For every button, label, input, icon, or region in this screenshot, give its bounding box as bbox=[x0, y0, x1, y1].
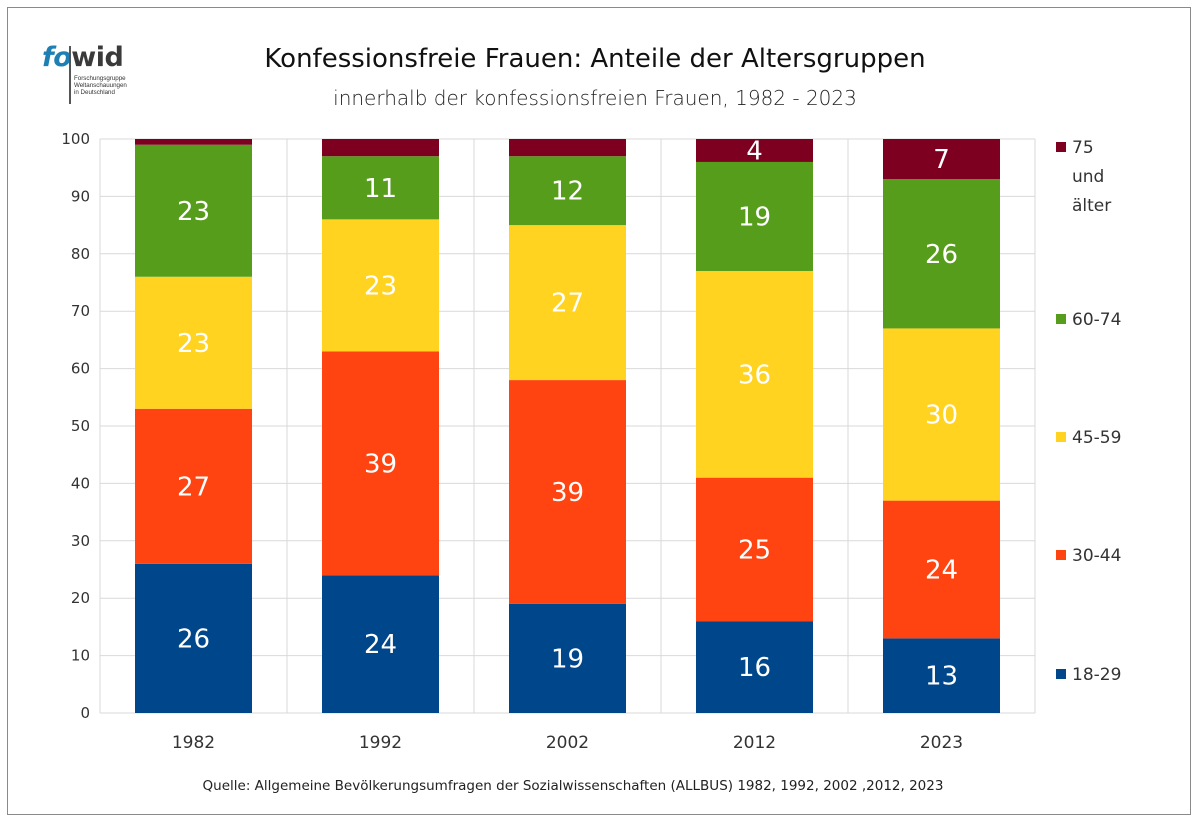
y-tick-label: 20 bbox=[71, 589, 90, 607]
bar-segment bbox=[135, 276, 252, 409]
legend-swatch bbox=[1056, 314, 1066, 324]
bar-segment bbox=[696, 161, 813, 272]
logo-line-3: in Deutschland bbox=[74, 89, 115, 96]
bar-segment bbox=[322, 219, 439, 352]
y-tick-label: 100 bbox=[61, 130, 90, 148]
bar-segment bbox=[135, 144, 252, 277]
bar-segment bbox=[135, 563, 252, 713]
legend-swatch bbox=[1056, 432, 1066, 442]
data-label: 4 bbox=[746, 136, 763, 166]
data-label: 19 bbox=[738, 202, 771, 232]
data-label: 7 bbox=[933, 145, 950, 175]
legend-label: 30-44 bbox=[1072, 546, 1121, 566]
data-label: 12 bbox=[551, 177, 584, 207]
data-label: 36 bbox=[738, 360, 771, 390]
logo-subtitle: Forschungsgruppe Weltanschauungen in Deu… bbox=[74, 75, 127, 96]
chart-subtitle: innerhalb der konfessionsfreien Frauen, … bbox=[333, 86, 857, 110]
logo-wordmark: fowid bbox=[42, 44, 162, 71]
legend-swatch bbox=[1056, 550, 1066, 560]
bar-segment bbox=[322, 351, 439, 576]
bar-segment bbox=[883, 139, 1000, 180]
data-label: 11 bbox=[364, 174, 397, 204]
y-tick-label: 10 bbox=[71, 647, 90, 665]
y-tick-label: 50 bbox=[71, 417, 90, 435]
data-label: 26 bbox=[925, 240, 958, 270]
bar-segment bbox=[135, 408, 252, 564]
legend-swatch bbox=[1056, 669, 1066, 679]
data-label: 24 bbox=[925, 556, 958, 586]
x-tick-label: 2002 bbox=[546, 733, 589, 753]
data-label: 25 bbox=[738, 535, 771, 565]
legend-label: und bbox=[1072, 167, 1104, 187]
legend-label: 45-59 bbox=[1072, 428, 1121, 448]
bar-segment bbox=[509, 139, 626, 157]
bar-segment bbox=[696, 477, 813, 622]
chart-title: Konfessionsfreie Frauen: Anteile der Alt… bbox=[264, 44, 926, 74]
x-tick-label: 1992 bbox=[359, 733, 402, 753]
x-tick-label: 2012 bbox=[733, 733, 776, 753]
legend-label: 75 bbox=[1072, 138, 1094, 158]
bar-segment bbox=[322, 575, 439, 713]
bar-segment bbox=[509, 603, 626, 713]
data-label: 26 bbox=[177, 624, 210, 654]
logo-fo: fo bbox=[42, 42, 72, 73]
bar-segment bbox=[696, 271, 813, 478]
bar-segment bbox=[322, 139, 439, 157]
legend-label: 18-29 bbox=[1072, 665, 1121, 685]
data-label: 30 bbox=[925, 401, 958, 431]
logo-line-1: Forschungsgruppe bbox=[74, 75, 126, 82]
y-tick-label: 80 bbox=[71, 245, 90, 263]
source-note: Quelle: Allgemeine Bevölkerungsumfragen … bbox=[202, 778, 944, 794]
data-label: 39 bbox=[551, 478, 584, 508]
legend-label: 60-74 bbox=[1072, 310, 1121, 330]
bar-segment bbox=[883, 638, 1000, 713]
data-label: 23 bbox=[177, 197, 210, 227]
bar-segment bbox=[883, 500, 1000, 639]
data-label: 23 bbox=[177, 329, 210, 359]
bar-segment bbox=[135, 139, 252, 145]
legend-label: älter bbox=[1072, 196, 1111, 216]
y-tick-label: 60 bbox=[71, 360, 90, 378]
logo-wid: wid bbox=[71, 42, 124, 73]
legend-swatch bbox=[1056, 142, 1066, 152]
bar-segment bbox=[509, 380, 626, 604]
y-tick-label: 90 bbox=[71, 187, 90, 205]
bar-segment bbox=[696, 621, 813, 713]
y-tick-label: 0 bbox=[80, 704, 90, 722]
logo-divider bbox=[69, 46, 71, 104]
data-label: 13 bbox=[925, 662, 958, 692]
data-label: 24 bbox=[364, 630, 397, 660]
bar-segment bbox=[322, 156, 439, 220]
y-tick-label: 70 bbox=[71, 302, 90, 320]
data-label: 23 bbox=[364, 271, 397, 301]
data-label: 19 bbox=[551, 644, 584, 674]
bar-segment bbox=[509, 225, 626, 381]
y-tick-label: 30 bbox=[71, 532, 90, 550]
bar-segment bbox=[883, 179, 1000, 329]
bar-segment bbox=[696, 139, 813, 162]
x-tick-label: 1982 bbox=[172, 733, 215, 753]
y-tick-label: 40 bbox=[71, 474, 90, 492]
fowid-logo: fowid Forschungsgruppe Weltanschauungen … bbox=[42, 44, 162, 110]
data-label: 27 bbox=[177, 472, 210, 502]
logo-line-2: Weltanschauungen bbox=[74, 82, 127, 89]
x-tick-label: 2023 bbox=[920, 733, 963, 753]
data-label: 27 bbox=[551, 289, 584, 319]
data-label: 16 bbox=[738, 653, 771, 683]
bar-segment bbox=[883, 328, 1000, 501]
bar-segment bbox=[509, 156, 626, 226]
data-label: 39 bbox=[364, 449, 397, 479]
